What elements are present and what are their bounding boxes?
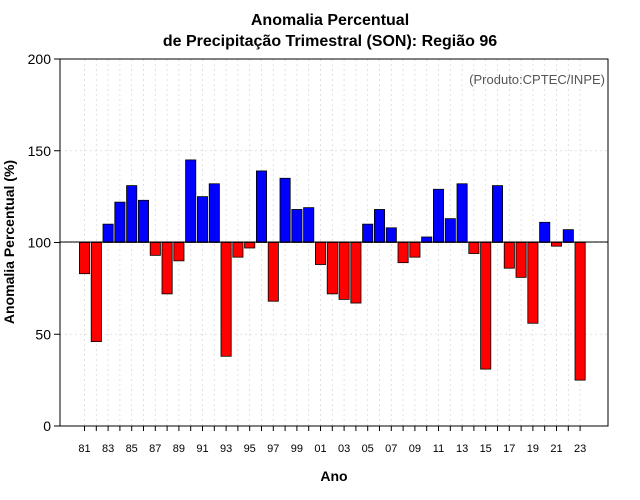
x-tick-label-93: 93 — [220, 443, 232, 455]
bar-06 — [373, 209, 385, 243]
bar-16 — [491, 185, 503, 243]
x-tick-label-09: 09 — [409, 443, 421, 455]
x-tick-label-13: 13 — [456, 443, 468, 455]
bar-02 — [326, 242, 338, 295]
bar-17 — [503, 242, 515, 269]
bar-21 — [551, 242, 563, 247]
bar-22 — [562, 229, 574, 243]
x-tick-label-85: 85 — [126, 443, 138, 455]
y-tick-label-0: 0 — [43, 418, 51, 434]
bar-84 — [114, 201, 126, 243]
bar-09 — [409, 242, 421, 258]
bar-96 — [255, 170, 267, 243]
x-tick-label-81: 81 — [78, 443, 90, 455]
bar-00 — [303, 207, 315, 243]
bar-81 — [79, 242, 91, 275]
bar-92 — [208, 183, 220, 243]
x-tick-label-19: 19 — [527, 443, 539, 455]
x-tick-label-95: 95 — [244, 443, 256, 455]
bar-04 — [350, 242, 362, 304]
x-tick-label-99: 99 — [291, 443, 303, 455]
bar-95 — [244, 242, 256, 249]
bar-08 — [397, 242, 409, 264]
y-tick-label-200: 200 — [28, 51, 52, 67]
bar-05 — [362, 223, 374, 243]
bar-20 — [539, 221, 551, 243]
y-tick-label-50: 50 — [35, 326, 51, 342]
bar-99 — [291, 209, 303, 243]
y-tick-label-100: 100 — [28, 235, 52, 251]
x-tick-label-83: 83 — [102, 443, 114, 455]
bar-87 — [149, 242, 161, 256]
x-tick-label-87: 87 — [149, 443, 161, 455]
bar-89 — [173, 242, 185, 262]
x-tick-label-15: 15 — [480, 443, 492, 455]
bar-93 — [220, 242, 232, 357]
x-tick-label-91: 91 — [196, 443, 208, 455]
x-tick-label-05: 05 — [362, 443, 374, 455]
x-tick-label-17: 17 — [503, 443, 515, 455]
bar-15 — [480, 242, 492, 370]
bar-07 — [385, 227, 397, 243]
y-axis: 0 50 100 150 200 — [28, 51, 60, 434]
y-axis-label: Anomalia Percentual (%) — [1, 160, 17, 324]
bar-03 — [338, 242, 350, 300]
bar-85 — [126, 185, 138, 243]
x-axis: 81 83 85 87 89 91 93 95 97 99 01 03 05 07 09 11 13 15 17 19… — [78, 426, 586, 455]
product-source-annotation: (Produto:CPTEC/INPE) — [469, 72, 605, 87]
bar-01 — [314, 242, 326, 265]
chart-title-line-2: de Precipitação Trimestral (SON): Região… — [163, 33, 497, 50]
bar-13 — [456, 183, 468, 243]
bar-98 — [279, 177, 291, 243]
x-tick-label-21: 21 — [550, 443, 562, 455]
bar-23 — [574, 242, 586, 381]
bar-90 — [185, 159, 197, 243]
bar-11 — [432, 188, 444, 243]
bar-86 — [137, 199, 149, 243]
bar-94 — [232, 242, 244, 258]
bar-14 — [468, 242, 480, 254]
bar-18 — [515, 242, 527, 278]
bar-88 — [161, 242, 173, 295]
chart-title-line-1: Anomalia Percentual — [251, 12, 409, 29]
x-tick-label-11: 11 — [433, 443, 444, 455]
x-tick-label-07: 07 — [385, 443, 397, 455]
grid-layer — [60, 59, 608, 426]
x-tick-label-97: 97 — [267, 443, 279, 455]
x-tick-label-01: 01 — [314, 443, 326, 455]
x-axis-label: Ano — [320, 468, 347, 484]
x-tick-label-03: 03 — [338, 443, 350, 455]
x-tick-label-89: 89 — [173, 443, 185, 455]
bar-19 — [527, 242, 539, 324]
bar-82 — [90, 242, 102, 342]
bar-97 — [267, 242, 279, 302]
bars-layer — [79, 159, 586, 381]
x-tick-label-23: 23 — [574, 443, 586, 455]
y-tick-label-150: 150 — [28, 143, 52, 159]
bar-83 — [102, 223, 114, 243]
bar-12 — [444, 218, 456, 243]
bar-91 — [196, 196, 208, 243]
